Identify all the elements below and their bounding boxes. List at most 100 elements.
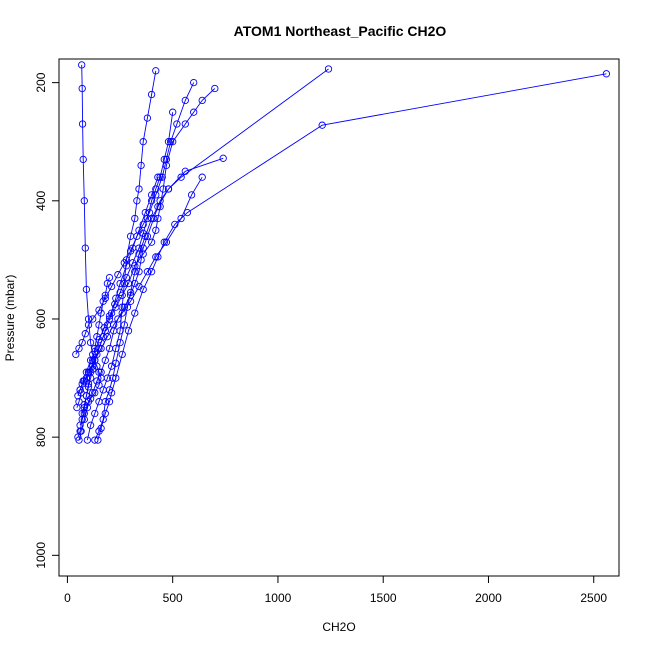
data-point xyxy=(198,173,206,181)
series-line-11 xyxy=(81,177,159,414)
data-point xyxy=(89,389,97,397)
data-point xyxy=(105,344,114,353)
y-tick-label: 200 xyxy=(34,72,48,92)
data-point xyxy=(84,315,93,323)
chart-title: ATOM1 Northeast_Pacific CH2O xyxy=(234,23,447,39)
x-tick-label: 500 xyxy=(163,591,183,605)
data-point xyxy=(116,288,124,297)
x-tick-label: 1500 xyxy=(370,591,397,605)
data-point xyxy=(91,389,99,397)
data-point xyxy=(79,377,87,385)
data-point xyxy=(112,374,120,382)
data-point xyxy=(187,191,196,199)
data-point xyxy=(124,327,133,335)
data-point xyxy=(103,333,112,341)
data-point xyxy=(78,120,87,128)
x-axis-label: CH2O xyxy=(322,620,355,634)
data-point xyxy=(156,173,164,181)
data-point xyxy=(103,321,112,329)
data-point xyxy=(78,61,86,69)
data-point xyxy=(81,330,89,338)
data-point xyxy=(135,226,143,234)
data-point xyxy=(139,138,147,146)
data-point xyxy=(177,173,185,181)
data-point xyxy=(143,114,152,122)
x-tick-label: 2500 xyxy=(580,591,607,605)
data-point xyxy=(82,368,91,376)
data-point xyxy=(101,291,109,299)
data-point xyxy=(181,96,189,105)
data-point xyxy=(160,155,168,164)
data-point xyxy=(169,138,177,146)
data-point xyxy=(76,427,84,435)
data-point xyxy=(101,398,109,406)
data-point xyxy=(137,161,145,170)
data-point xyxy=(120,321,128,329)
series-line-7 xyxy=(76,176,203,408)
data-point xyxy=(154,173,162,181)
data-point xyxy=(99,333,107,341)
data-point xyxy=(118,309,126,317)
data-point xyxy=(97,424,105,432)
data-point xyxy=(135,282,143,291)
data-point xyxy=(107,309,116,317)
data-point xyxy=(80,197,88,205)
data-point xyxy=(324,65,333,73)
data-point xyxy=(156,197,164,205)
data-point xyxy=(72,350,80,359)
x-tick-label: 0 xyxy=(64,591,71,605)
data-point xyxy=(211,84,219,93)
data-point xyxy=(139,244,147,252)
plot-area xyxy=(72,61,611,444)
data-point xyxy=(78,84,86,93)
data-point xyxy=(78,415,86,424)
data-point xyxy=(114,315,122,323)
data-point xyxy=(116,338,124,347)
data-point xyxy=(173,120,181,128)
data-point xyxy=(89,365,97,373)
data-point xyxy=(152,226,160,234)
data-point xyxy=(78,338,86,347)
data-point xyxy=(198,96,206,105)
data-point xyxy=(318,121,326,129)
data-point xyxy=(76,386,84,394)
data-point xyxy=(101,409,109,418)
data-point xyxy=(75,344,83,353)
data-point xyxy=(112,303,120,311)
data-point xyxy=(169,108,177,116)
data-point xyxy=(158,173,166,181)
data-point xyxy=(152,67,160,75)
data-point xyxy=(135,268,143,276)
data-point xyxy=(84,383,93,391)
data-point xyxy=(97,309,105,317)
data-point xyxy=(86,338,95,347)
data-point xyxy=(154,214,162,223)
data-point xyxy=(190,108,198,116)
y-tick-label: 800 xyxy=(34,427,48,447)
data-point xyxy=(112,359,120,367)
data-point xyxy=(103,374,112,382)
data-point xyxy=(81,244,89,252)
data-point xyxy=(93,377,101,385)
x-axis: 0 500 1000 1500 2000 2500 xyxy=(64,575,607,605)
series-line-3 xyxy=(94,157,224,441)
y-axis: 200 400 600 800 1000 xyxy=(34,72,60,569)
data-point xyxy=(152,191,160,199)
series-line-8 xyxy=(75,82,195,355)
data-point xyxy=(82,392,91,400)
data-point xyxy=(79,155,87,164)
data-point xyxy=(89,356,97,364)
data-point xyxy=(83,436,92,444)
data-point xyxy=(162,238,171,246)
y-tick-label: 400 xyxy=(34,190,48,210)
data-point xyxy=(91,356,99,364)
plot-frame xyxy=(58,58,620,577)
data-point xyxy=(95,344,103,353)
data-point xyxy=(89,315,97,323)
data-point xyxy=(164,185,173,193)
data-point xyxy=(116,279,124,288)
data-point xyxy=(147,238,156,246)
data-point xyxy=(129,244,137,252)
data-point xyxy=(82,285,91,294)
data-point xyxy=(118,350,126,359)
